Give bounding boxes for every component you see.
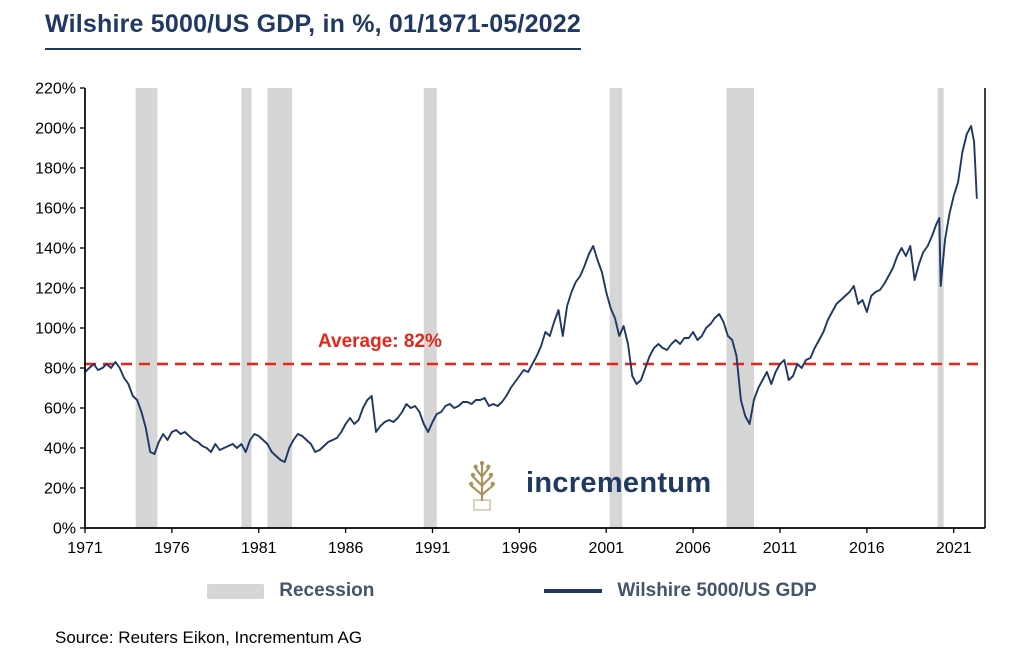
chart-legend: Recession Wilshire 5000/US GDP [0, 580, 1024, 602]
tree-icon [469, 461, 495, 511]
y-tick-label: 0% [53, 521, 76, 538]
legend-item-series: Wilshire 5000/US GDP [544, 580, 817, 602]
y-tick-label: 180% [35, 161, 76, 178]
recession-band [423, 88, 437, 528]
source-note: Source: Reuters Eikon, Incrementum AG [55, 628, 363, 647]
chart-title-block: Wilshire 5000/US GDP, in %, 01/1971-05/2… [45, 10, 581, 50]
x-tick-label: 2016 [849, 540, 885, 557]
wilshire-series-line [84, 125, 978, 463]
recession-band [241, 88, 252, 528]
average-annotation: Average: 82% [318, 331, 442, 352]
legend-item-recession: Recession [207, 580, 374, 602]
incrementum-logo: incrementum [455, 452, 711, 514]
recession-band [135, 88, 158, 528]
logo-wordmark: incrementum [526, 466, 712, 499]
y-tick-label: 100% [35, 321, 76, 338]
series-line-swatch [544, 589, 603, 593]
x-tick-label: 1981 [241, 540, 277, 557]
y-tick-label: 80% [44, 361, 76, 378]
chart-title: Wilshire 5000/US GDP, in %, 01/1971-05/2… [45, 10, 581, 50]
y-tick-label: 140% [35, 241, 76, 258]
y-tick-label: 120% [35, 281, 76, 298]
recession-band [609, 88, 623, 528]
x-tick-label: 2001 [588, 540, 624, 557]
x-tick-label: 2011 [763, 540, 798, 557]
y-tick-label: 60% [44, 401, 76, 418]
x-tick-label: 1971 [67, 540, 103, 557]
y-tick-label: 160% [35, 201, 76, 218]
y-tick-label: 200% [35, 121, 76, 138]
x-tick-label: 2021 [936, 540, 972, 557]
y-tick-label: 20% [44, 481, 76, 498]
x-tick-label: 2006 [675, 540, 711, 557]
recession-band [726, 88, 754, 528]
y-tick-label: 220% [35, 81, 76, 98]
recession-band [937, 88, 944, 528]
y-tick-label: 40% [44, 441, 76, 458]
x-tick-label: 1976 [154, 540, 190, 557]
x-tick-label: 1986 [328, 540, 364, 557]
x-tick-label: 1996 [502, 540, 538, 557]
recession-swatch [207, 583, 265, 599]
x-tick-label: 1991 [415, 540, 451, 557]
legend-label-recession: Recession [279, 580, 375, 601]
legend-label-series: Wilshire 5000/US GDP [617, 580, 817, 601]
recession-band [267, 88, 293, 528]
